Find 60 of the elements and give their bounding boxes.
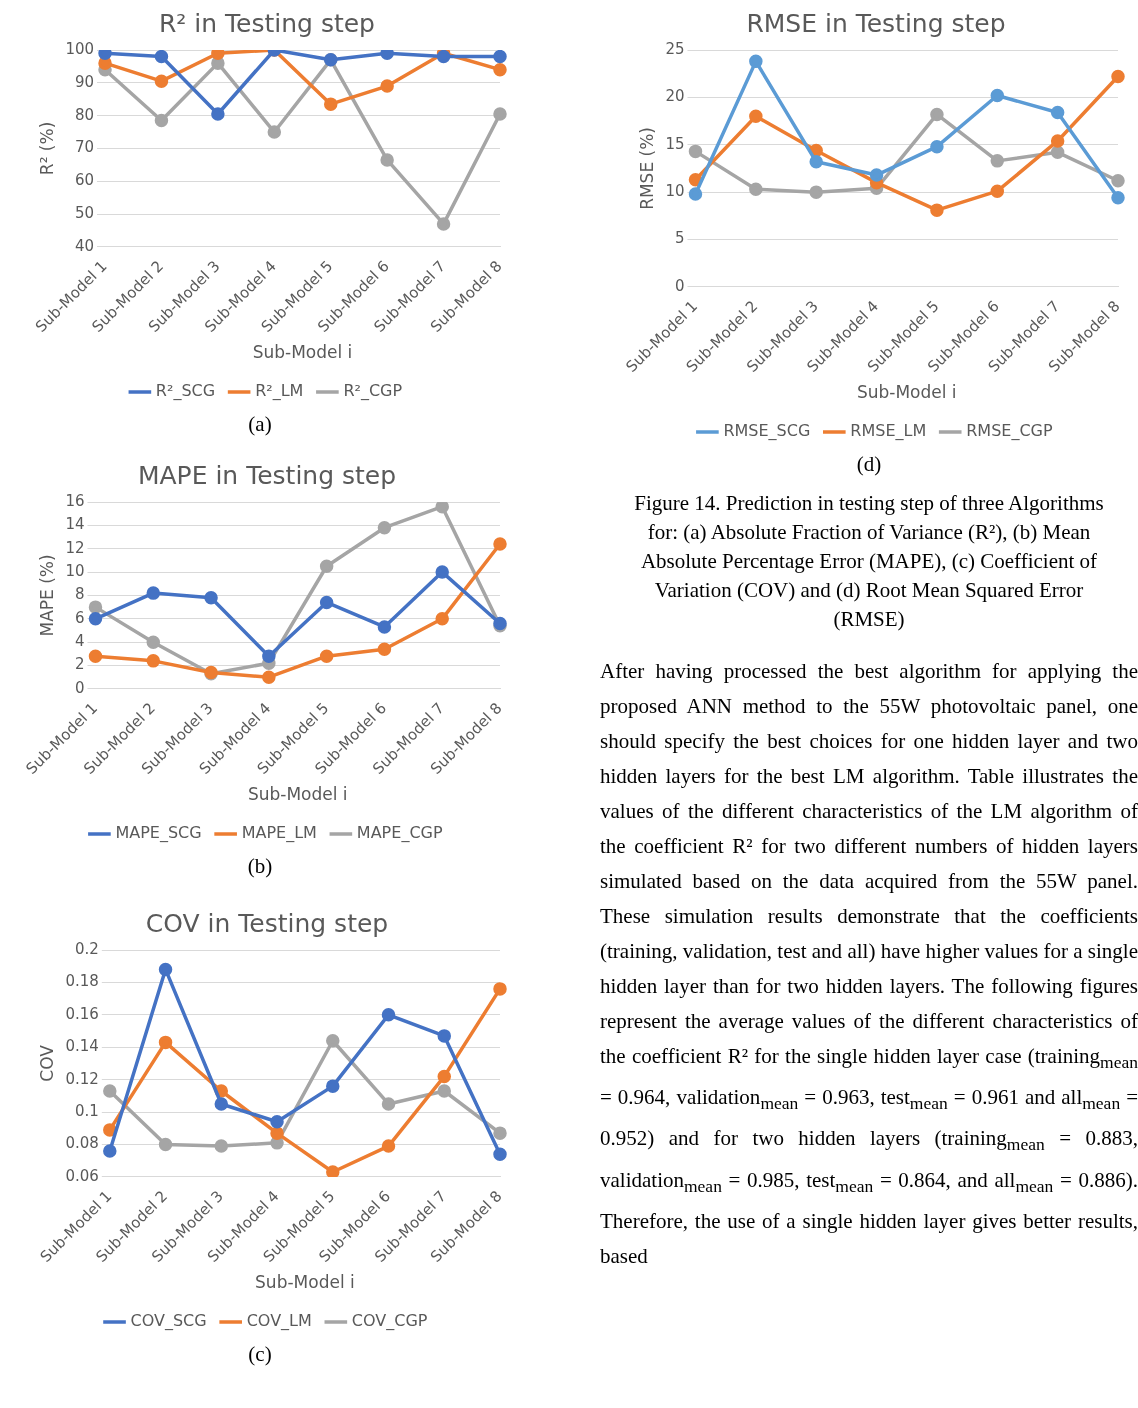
y-tick-label: 0: [674, 276, 685, 295]
text: After having processed the best algorithm for applying the proposed ANN method to the 55W photovoltaic panel, one should specify the best choices for one hidden layer and two hidden layers for the best LM algorithm. Table illustrates the values of the different characteristics of the LM algorithm of the coefficient R² for two different numbers of hidden layers simulated based on the data acquired from the 55W panel. These simulation results demonstrate that the coefficients (training, validation, test and all) have higher values for a single hidden layer than for two hidden layers. The following figures represent the average values of the different characteristics of the coefficient R² for the single hidden layer case (training$_{mean}$ = 0.964, validation$_{mean}$ = 0.963, test$_{mean}$ = 0.961 and all$_{mean}$ = 0.952) and for two hidden layers (training$_{mean}$ = 0.883, validation$_{mean}$ = 0.985, test$_{mean}$ = 0.864, and all$_{mean}$ = 0.886). Therefore, the use of a single hidden layer gives better results, based: [600, 659, 1138, 1268]
legend-label: COV_CGP: [351, 1311, 428, 1332]
chart-title: RMSE in Testing step: [746, 8, 1006, 38]
x-axis-title: Sub-Model i: [252, 342, 353, 363]
y-tick-label: 10: [665, 182, 685, 201]
text: (b): [246, 853, 274, 880]
y-axis-title: MAPE (%): [36, 554, 57, 637]
legend-label: R²_LM: [255, 381, 304, 402]
y-tick-label: 0.16: [65, 1004, 99, 1023]
legend-label: MAPE_CGP: [356, 823, 443, 844]
y-tick-label: 10: [65, 561, 85, 580]
legend-label: RMSE_CGP: [966, 421, 1053, 442]
legend-label: COV_LM: [246, 1311, 312, 1332]
y-tick-label: 12: [65, 538, 85, 557]
y-tick-label: 0.08: [65, 1134, 99, 1153]
y-tick-label: 0.06: [65, 1166, 99, 1185]
y-tick-label: 0.18: [65, 972, 99, 991]
y-tick-label: 90: [74, 72, 95, 91]
y-tick-label: 80: [74, 105, 95, 124]
legend-label: R²_SCG: [155, 381, 216, 402]
legend-label: MAPE_SCG: [115, 823, 202, 844]
y-tick-label: 100: [65, 39, 95, 58]
chart-title: MAPE in Testing step: [137, 460, 397, 490]
y-tick-label: 2: [74, 655, 85, 674]
y-tick-label: 4: [74, 632, 85, 651]
y-tick-label: 0.1: [74, 1101, 99, 1120]
y-tick-label: 0.12: [65, 1069, 99, 1088]
legend-label: R²_CGP: [343, 381, 403, 402]
y-axis-title: R² (%): [36, 121, 57, 176]
y-axis-title: COV: [36, 1044, 57, 1082]
x-axis-title: Sub-Model i: [255, 1272, 355, 1293]
x-axis-title: Sub-Model i: [856, 382, 957, 403]
y-axis-title: RMSE (%): [636, 127, 657, 210]
y-tick-label: 60: [74, 171, 95, 190]
y-tick-label: 14: [65, 515, 85, 534]
y-tick-label: 20: [665, 87, 685, 106]
y-tick-label: 40: [74, 236, 95, 255]
text: (a): [247, 411, 273, 438]
y-tick-label: 50: [74, 203, 95, 222]
y-tick-label: 16: [65, 491, 85, 510]
y-tick-label: 0.14: [65, 1037, 99, 1056]
x-axis-title: Sub-Model i: [247, 784, 348, 805]
y-tick-label: 6: [74, 608, 85, 627]
y-tick-label: 5: [674, 229, 685, 248]
y-tick-label: 8: [74, 585, 85, 604]
y-tick-label: 0.2: [74, 939, 99, 958]
text: (c): [247, 1341, 273, 1368]
chart-title: R² in Testing step: [159, 8, 375, 38]
y-tick-label: 0: [74, 678, 85, 697]
caption: Figure 14. Prediction in testing step of three Algorithms for: (a) Absolute Fraction of Variance (R²), (b) Mean Absolute Percentage Error (MAPE), (c) Coefficient of Variation (COV) and (d) Root Mean Squared Error (RMSE): [633, 490, 1105, 633]
legend-label: COV_SCG: [130, 1311, 207, 1332]
legend-label: RMSE_LM: [850, 421, 927, 442]
legend-label: RMSE_SCG: [723, 421, 811, 442]
y-tick-label: 70: [74, 138, 95, 157]
text: (d): [855, 451, 883, 478]
y-tick-label: 15: [665, 134, 685, 153]
y-tick-label: 25: [665, 39, 685, 58]
legend-label: MAPE_LM: [241, 823, 317, 844]
chart-title: COV in Testing step: [145, 908, 389, 938]
